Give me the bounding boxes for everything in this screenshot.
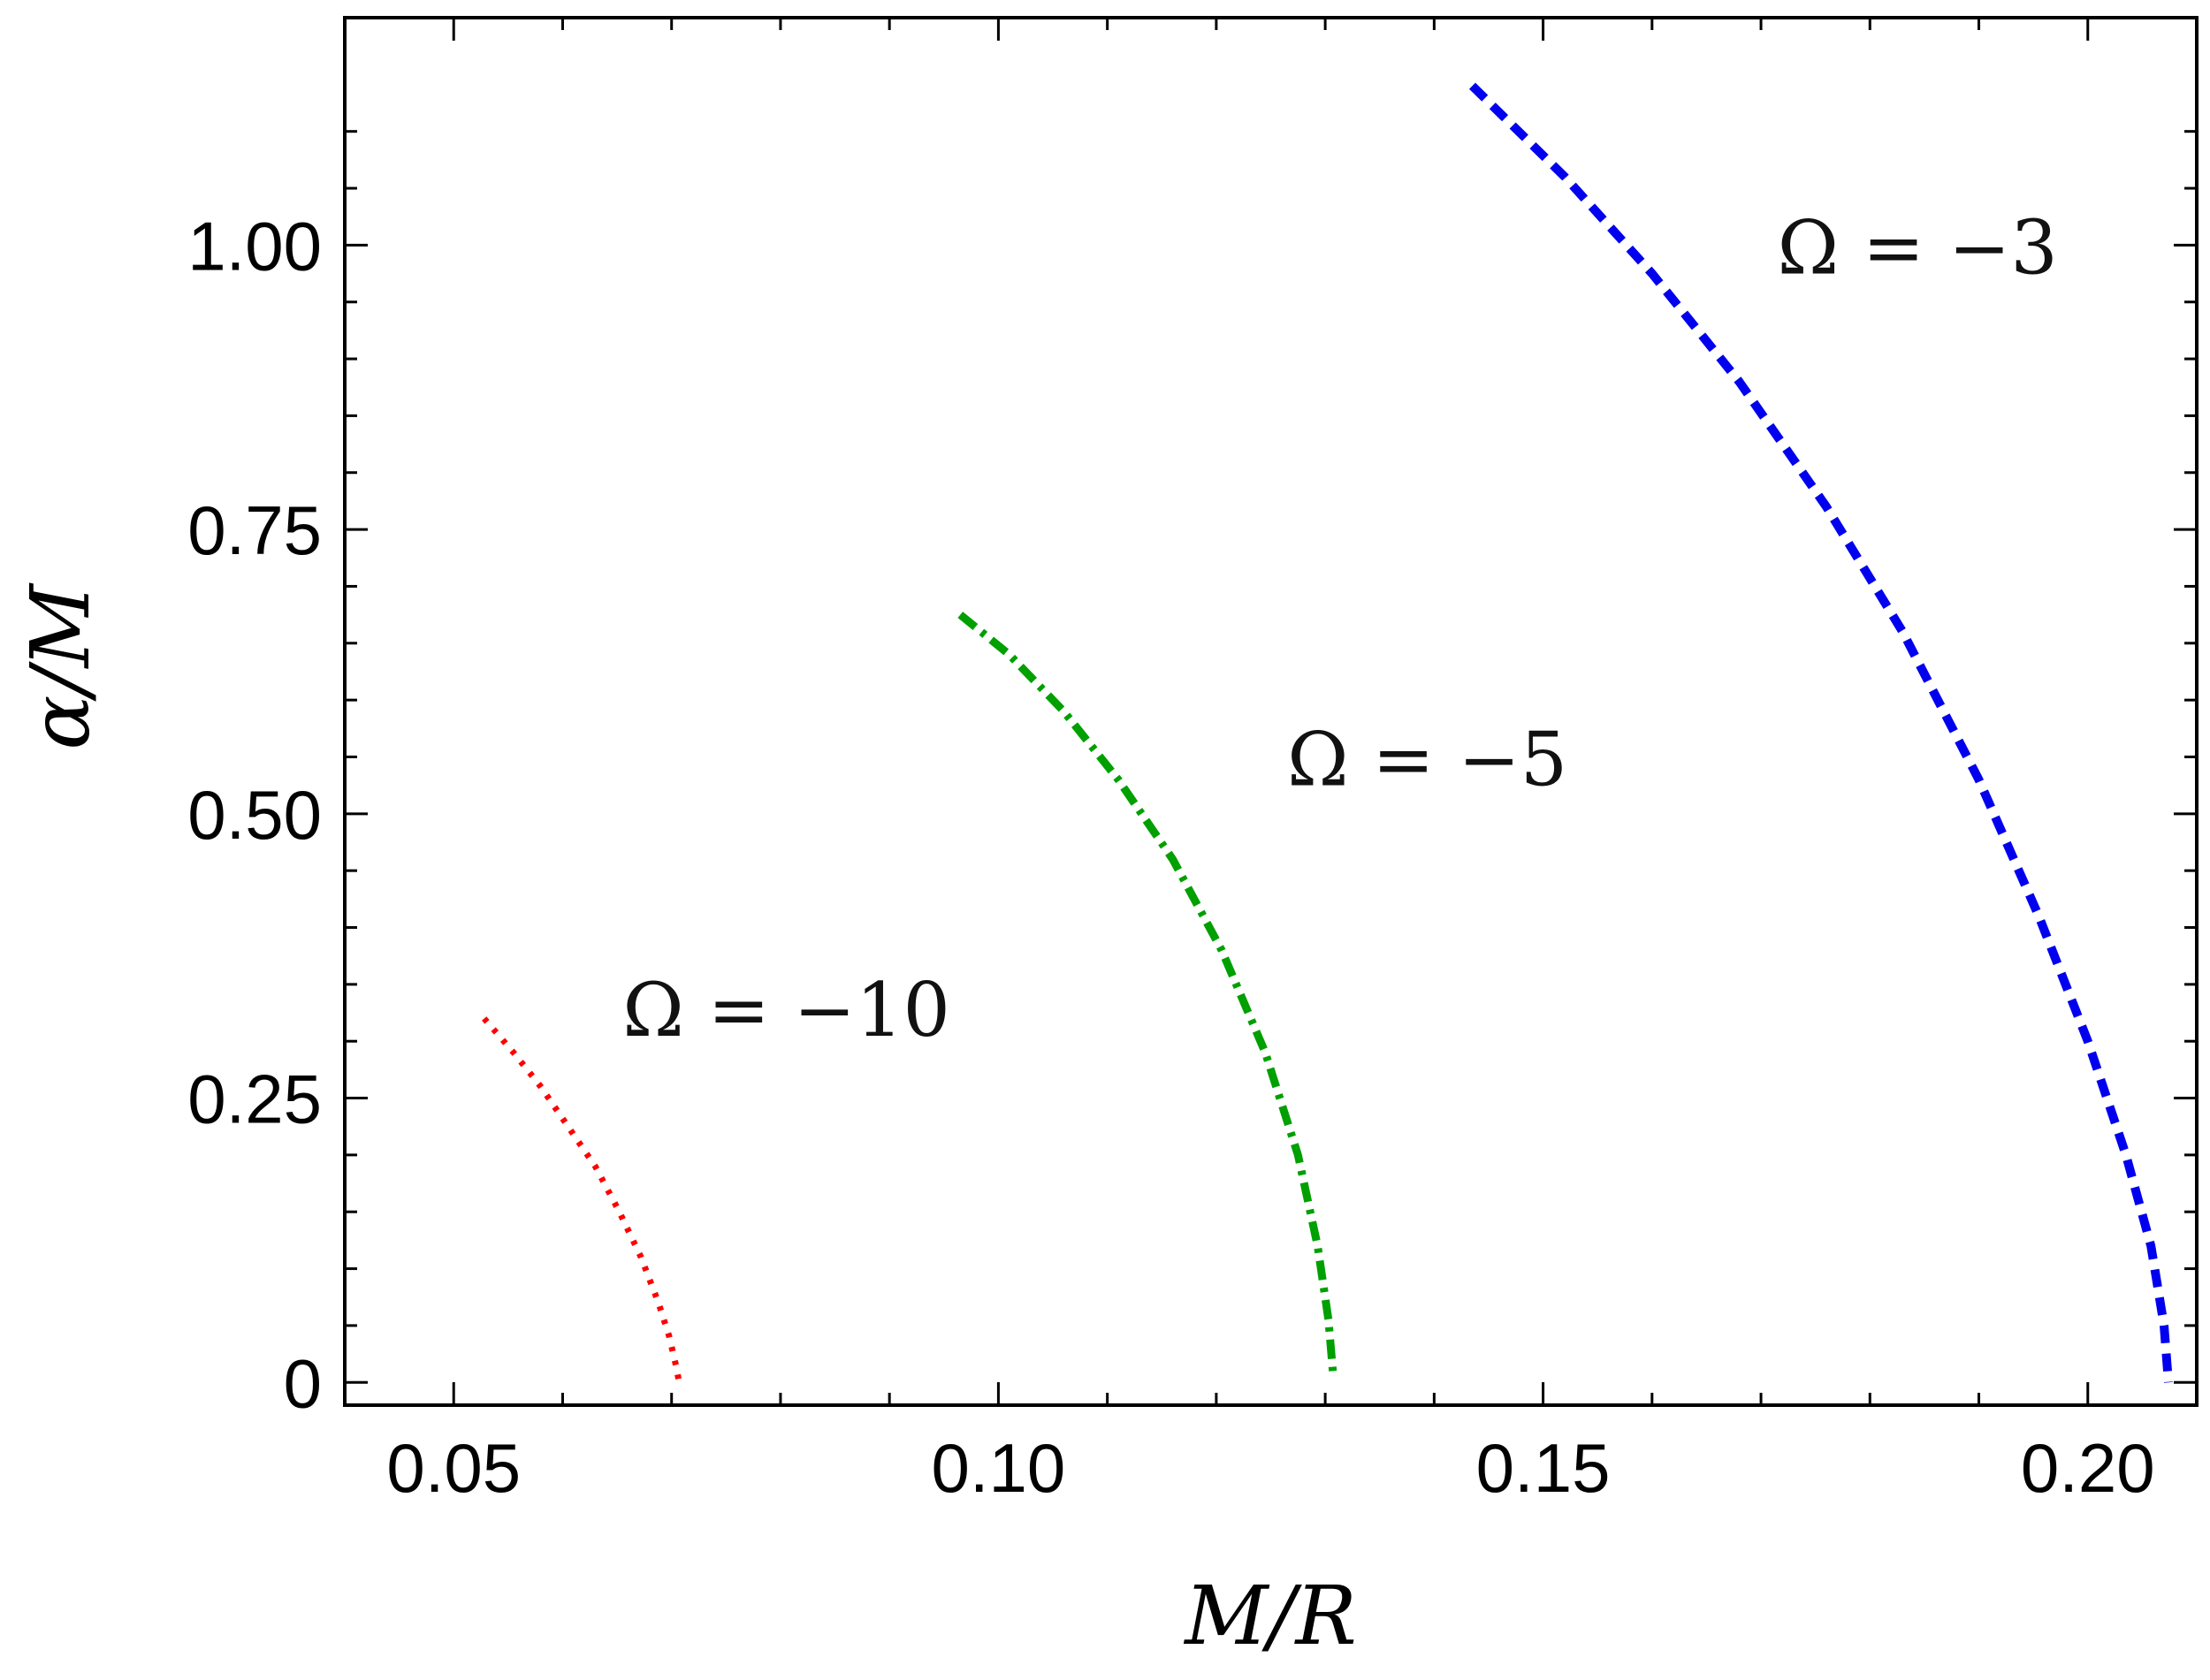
curve-annotation-2: Ω = −5 (1287, 717, 1567, 803)
curve-annotation-1: Ω = −10 (622, 967, 950, 1053)
x-tick-label: 0.10 (932, 1429, 1066, 1507)
series-line-2 (957, 612, 1337, 1372)
y-tick-label: 0.50 (187, 776, 322, 854)
y-tick-label: 1.00 (187, 207, 322, 285)
y-tick-label: 0 (284, 1344, 322, 1422)
x-tick-label: 0.15 (1476, 1429, 1611, 1507)
ticks-layer: 0.05 0.10 0.15 0.20 0 0.25 0.50 0.75 1.00 (187, 18, 2199, 1507)
y-tick-label: 0.25 (187, 1060, 322, 1138)
plot-frame (343, 16, 2199, 1407)
x-axis-title: M/R (1183, 1569, 1356, 1663)
y-tick-label: 0.75 (187, 491, 322, 569)
series-line-3 (1468, 82, 2173, 1383)
series-layer (482, 82, 2173, 1383)
curve-annotation-3: Ω = −3 (1778, 205, 2058, 292)
y-axis-title: α/M (13, 582, 108, 750)
x-tick-label: 0.05 (386, 1429, 521, 1507)
annotation-layer: Ω = −10 Ω = −5 Ω = −3 (622, 205, 2058, 1053)
x-tick-label: 0.20 (2021, 1429, 2155, 1507)
series-line-1 (482, 1016, 682, 1383)
